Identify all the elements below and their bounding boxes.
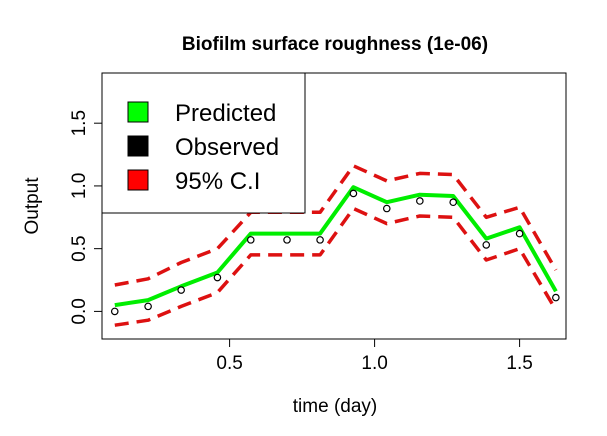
observed-point — [110, 307, 119, 316]
x-axis: 0.5 1.0 1.5 — [216, 338, 533, 374]
y-tick-label: 0.5 — [69, 235, 90, 261]
95-c-i-lower-line — [114, 206, 558, 327]
observed-point — [349, 189, 358, 198]
legend-label: Observed — [175, 134, 279, 161]
x-tick-label: 1.0 — [361, 353, 387, 374]
y-tick-label: 1.0 — [69, 173, 90, 199]
observed-point — [449, 198, 457, 207]
observed-point — [482, 241, 491, 249]
observed-point — [213, 273, 222, 282]
legend-swatch — [127, 101, 149, 123]
observed-point — [283, 236, 291, 244]
observed-point — [416, 197, 424, 205]
x-axis-label: time (day) — [293, 396, 377, 417]
observed-point — [316, 236, 324, 244]
y-tick-label: 0.0 — [69, 298, 90, 324]
x-tick-label: 0.5 — [216, 353, 242, 374]
observed-point — [515, 229, 524, 238]
legend-swatch — [127, 135, 149, 157]
legend-label: Predicted — [175, 100, 276, 127]
observed-point — [144, 302, 152, 311]
y-tick-label: 1.5 — [69, 110, 90, 136]
observed-point — [382, 204, 391, 213]
x-tick-label: 1.5 — [506, 353, 532, 374]
observed-point — [177, 286, 185, 294]
y-axis: 0.0 0.5 1.0 1.5 — [69, 110, 103, 325]
series-layer — [110, 164, 560, 327]
predicted-line — [114, 185, 558, 308]
legend-label: 95% C.I — [175, 168, 260, 195]
y-axis-label: Output — [22, 177, 43, 235]
chart-title: Biofilm surface roughness (1e-06) — [182, 34, 488, 55]
legend: Predicted Observed 95% C.I — [101, 72, 306, 214]
observed-point — [552, 293, 560, 302]
legend-swatch — [127, 169, 149, 191]
95-c-i-upper-line — [114, 164, 558, 287]
observed-point — [246, 236, 255, 244]
